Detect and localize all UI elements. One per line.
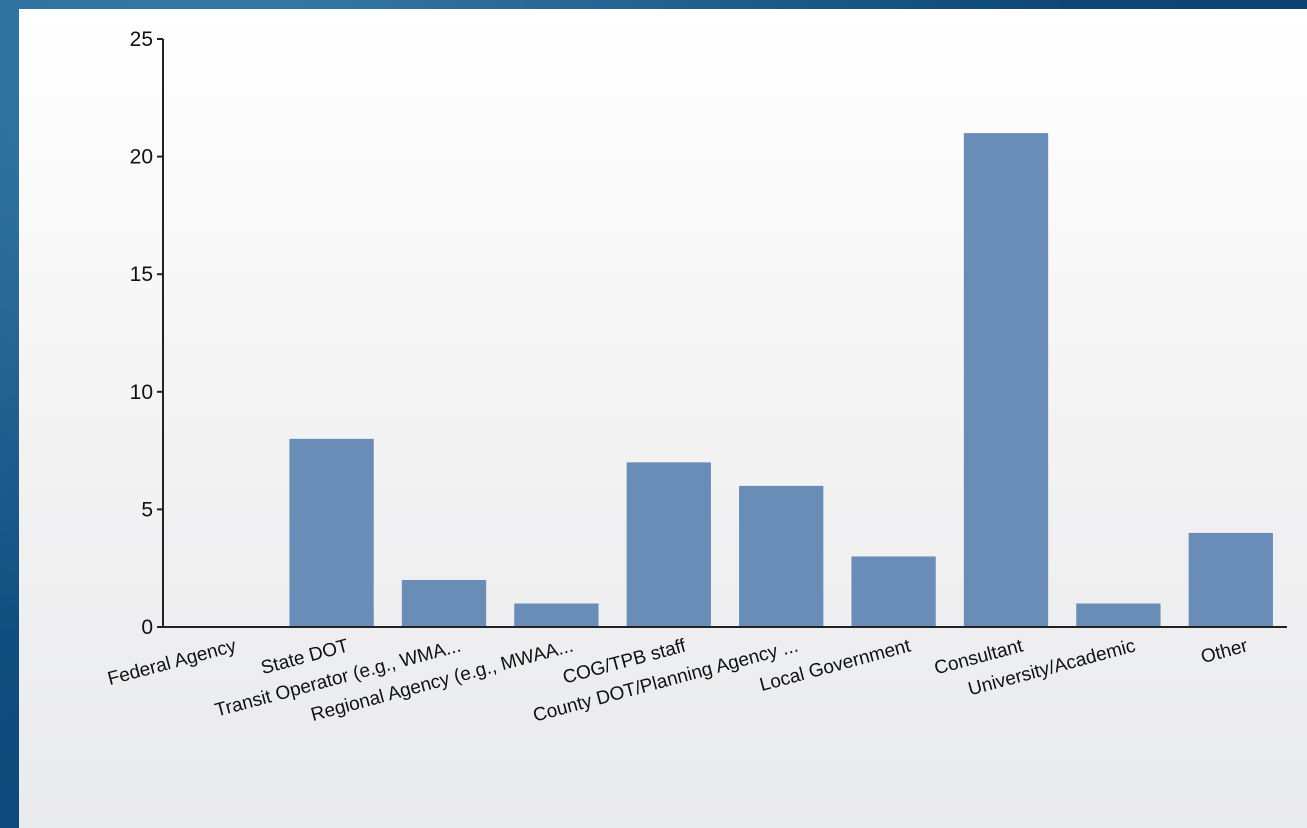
category-label: Other [1199, 635, 1251, 668]
y-tick-label: 10 [130, 381, 153, 404]
bar [401, 579, 487, 627]
bar [626, 462, 711, 627]
bar [851, 556, 936, 627]
y-tick-label: 15 [130, 263, 153, 286]
y-tick-label: 25 [130, 28, 153, 51]
bar [514, 603, 599, 627]
y-tick-label: 0 [141, 616, 153, 639]
bar [963, 133, 1049, 627]
y-tick-label: 20 [130, 146, 153, 169]
bar [1076, 603, 1161, 627]
chart-panel [19, 9, 1307, 828]
category-label: Federal Agency [106, 635, 239, 690]
bar [289, 438, 374, 627]
y-axis: 0 5 10 15 20 25 [130, 28, 164, 639]
y-tick-label: 5 [141, 498, 153, 521]
bars [289, 133, 1273, 627]
bar [739, 485, 824, 627]
bar [1188, 532, 1273, 627]
